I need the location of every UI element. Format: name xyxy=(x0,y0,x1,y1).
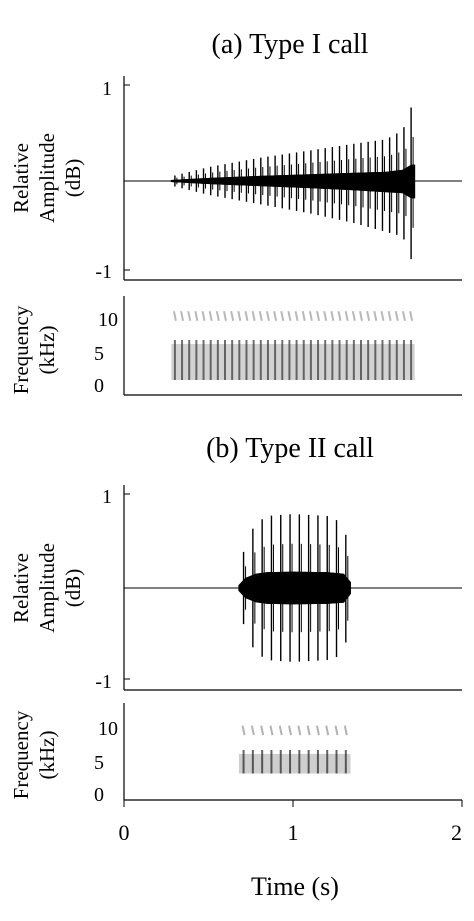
spectrogram-harmonic xyxy=(172,310,177,322)
spectrogram-harmonic xyxy=(230,310,235,322)
spectrogram-harmonic xyxy=(301,310,306,322)
spectrogram-harmonic xyxy=(187,310,192,322)
spectrogram-harmonic xyxy=(278,725,283,736)
x-tick-label-0: 0 xyxy=(119,820,130,845)
spectrogram-b-ytick-0: 0 xyxy=(94,784,104,806)
waveform-b-ytick-1: 1 xyxy=(102,486,112,508)
spectrogram-harmonic xyxy=(288,725,293,736)
waveform-a-ytick-1: 1 xyxy=(102,78,112,100)
waveform-b-signal xyxy=(238,514,351,662)
spectrogram-harmonic xyxy=(280,310,285,322)
spectrogram-b-ytick-10: 10 xyxy=(98,718,118,740)
spectrogram-harmonic xyxy=(223,310,227,322)
waveform-a-ylabel-1: Relative xyxy=(9,143,33,213)
waveform-a-ylabel-2: Amplitude xyxy=(35,133,59,223)
spectrogram-harmonic xyxy=(359,310,363,322)
spectrogram-harmonic xyxy=(260,725,265,736)
spectrogram-harmonic xyxy=(344,310,349,322)
spectrogram-harmonic xyxy=(215,310,220,322)
spectrogram-harmonic xyxy=(269,725,274,736)
spectrogram-b-ytick-5: 5 xyxy=(94,752,104,774)
spectrogram-harmonic xyxy=(194,310,199,322)
spectrogram-harmonic xyxy=(323,310,328,322)
spectrogram-b-ylabel-2: (kHz) xyxy=(35,731,59,780)
spectrogram-harmonic xyxy=(308,310,313,322)
panel-a-title: (a) Type I call xyxy=(212,29,369,60)
spectrogram-harmonic xyxy=(316,310,321,322)
spectrogram-harmonic xyxy=(237,310,242,322)
spectrogram-a-ytick-10: 10 xyxy=(98,309,118,331)
spectrogram-a-ylabel-2: (kHz) xyxy=(35,326,59,375)
spectrogram-harmonic xyxy=(297,725,302,736)
spectrogram-harmonic xyxy=(387,310,392,322)
spectrogram-harmonic xyxy=(401,310,406,322)
spectrogram-harmonic xyxy=(337,310,342,322)
spectrogram-harmonic xyxy=(294,310,299,322)
spectrogram-harmonic xyxy=(366,310,371,322)
spectrogram-b-ylabel-1: Frequency xyxy=(9,710,33,799)
spectrogram-harmonic xyxy=(241,725,246,736)
spectrogram-a-ytick-5: 5 xyxy=(94,343,104,365)
waveform-b-ytick-neg1: -1 xyxy=(95,671,112,693)
waveform-b: 1 -1 Relative Amplitude (dB) xyxy=(9,485,462,693)
spectrogram-harmonic xyxy=(373,310,378,322)
spectrogram-harmonic xyxy=(306,725,311,736)
spectrogram-harmonic xyxy=(244,310,249,322)
waveform-a-signal xyxy=(170,107,416,260)
waveform-b-ylabel-3: (dB) xyxy=(61,569,85,608)
waveform-b-ylabel-2: Amplitude xyxy=(35,543,59,633)
spectrogram-harmonic xyxy=(180,310,185,322)
spectrogram-harmonic xyxy=(251,310,256,322)
spectrogram-harmonic xyxy=(201,310,206,322)
spectrogram-harmonic xyxy=(265,310,270,322)
waveform-b-ylabel-1: Relative xyxy=(9,553,33,623)
x-tick-label-1: 1 xyxy=(288,820,299,845)
x-axis-label: Time (s) xyxy=(251,872,339,901)
spectrogram-a: 10 5 0 Frequency (kHz) xyxy=(9,296,462,397)
panel-b: (b) Type II call 1 -1 Relative Amplitude… xyxy=(9,433,463,901)
spectrogram-a-ylabel-1: Frequency xyxy=(9,305,33,394)
spectrogram-harmonic xyxy=(334,725,339,736)
waveform-a-ytick-neg1: -1 xyxy=(95,261,112,283)
spectrogram-harmonic xyxy=(351,310,356,322)
spectrogram-harmonic xyxy=(208,310,213,322)
spectrogram-harmonic xyxy=(273,310,278,322)
x-tick-label-2: 2 xyxy=(451,820,462,845)
spectrogram-harmonic xyxy=(325,725,330,736)
spectrogram-harmonic xyxy=(250,725,255,736)
spectrogram-harmonic xyxy=(394,310,399,322)
panel-b-title: (b) Type II call xyxy=(206,433,374,464)
spectrogram-harmonic xyxy=(258,310,263,322)
spectrogram-harmonic xyxy=(409,310,414,322)
waveform-a: 1 -1 Relative Amplitude (dB) xyxy=(9,76,462,283)
spectrogram-harmonic xyxy=(330,310,335,322)
spectrogram-a-signal xyxy=(171,310,415,380)
spectrogram-b: 10 5 0 Frequency (kHz) 0 1 2 Time (s) xyxy=(9,703,463,901)
spectrogram-harmonic xyxy=(315,725,320,736)
spectrogram-harmonic xyxy=(343,725,348,736)
spectrogram-band xyxy=(171,344,415,380)
spectrogram-harmonic xyxy=(380,310,385,322)
spectrogram-harmonic xyxy=(287,310,292,322)
waveform-a-ylabel-3: (dB) xyxy=(61,159,85,198)
spectrogram-band xyxy=(238,753,351,774)
spectrogram-b-signal xyxy=(238,725,351,774)
panel-a: (a) Type I call 1 -1 Relative Amplitude … xyxy=(9,29,462,397)
spectrogram-a-ytick-0: 0 xyxy=(94,375,104,397)
